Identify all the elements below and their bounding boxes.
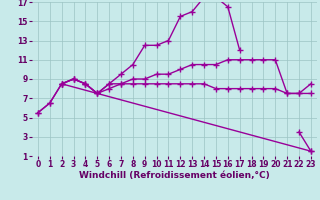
X-axis label: Windchill (Refroidissement éolien,°C): Windchill (Refroidissement éolien,°C) xyxy=(79,171,270,180)
